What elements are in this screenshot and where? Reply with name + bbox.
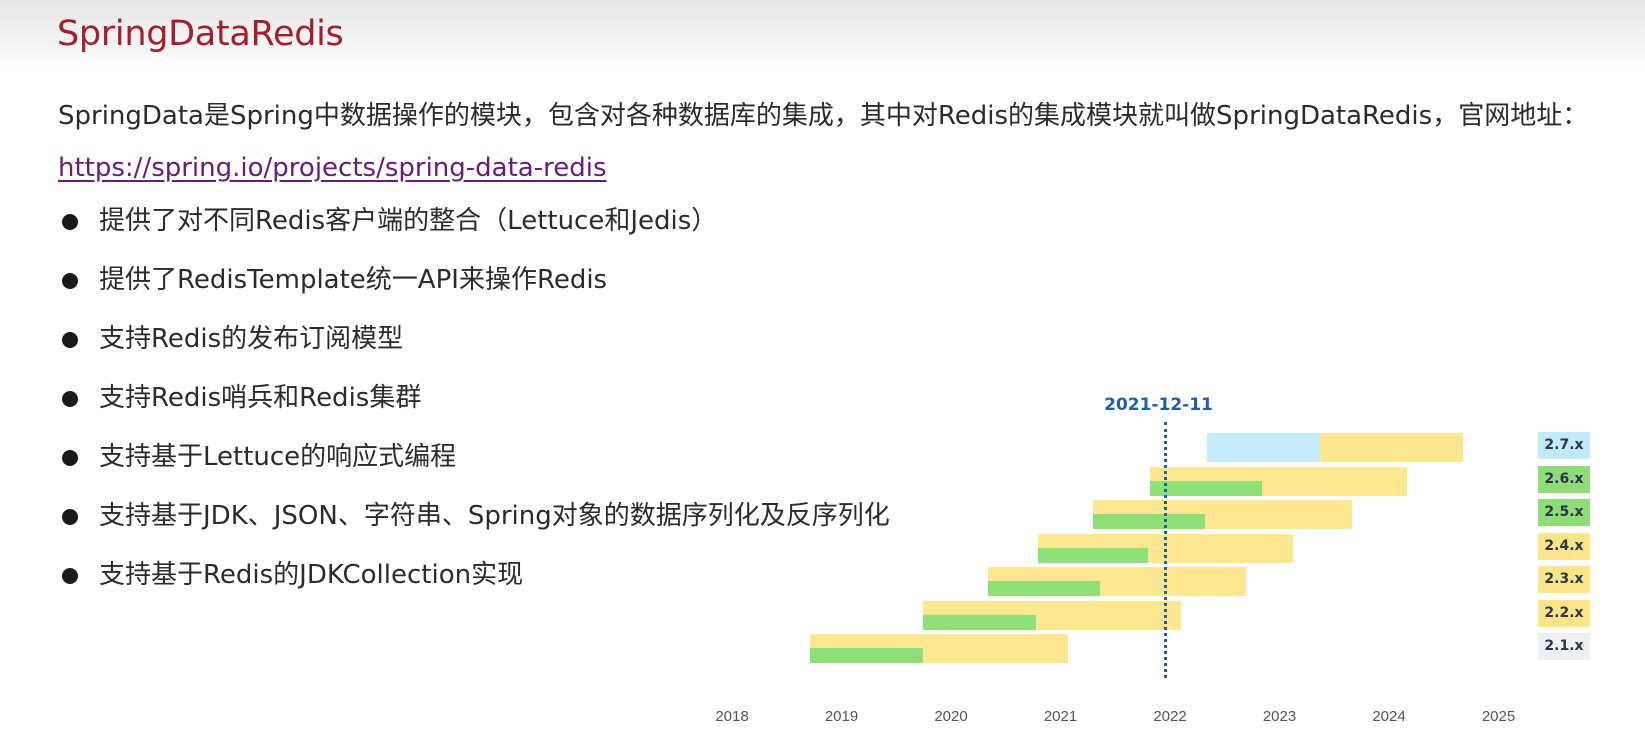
version-label: 2.1.x: [1538, 633, 1590, 660]
x-axis-tick: 2018: [715, 708, 749, 725]
feature-item: 支持基于Redis的JDKCollection实现: [58, 550, 890, 609]
bullet-icon: [62, 273, 78, 289]
bar-oss_support: [1150, 480, 1262, 496]
official-site-link[interactable]: https://spring.io/projects/spring-data-r…: [58, 153, 607, 183]
bar-commercial_support: [1093, 500, 1352, 529]
bar-commercial_support: [1037, 533, 1293, 563]
slide-title: SpringDataRedis: [57, 14, 344, 54]
x-axis-tick: 2024: [1372, 708, 1406, 725]
version-label: 2.3.x: [1538, 566, 1590, 593]
today-marker-line: [1163, 422, 1167, 678]
x-axis-tick: 2021: [1043, 708, 1078, 725]
feature-item: 提供了RedisTemplate统一API来操作Redis: [58, 255, 890, 314]
feature-item: 支持Redis哨兵和Redis集群: [58, 373, 890, 432]
bar-commercial_support: [922, 600, 1181, 630]
intro-paragraph: SpringData是Spring中数据操作的模块，包含对各种数据库的集成，其中…: [58, 90, 1618, 194]
header-band: [0, 0, 1645, 70]
bar-oss_support: [1093, 514, 1206, 529]
bar-oss_support: [922, 614, 1037, 630]
bar-commercial_support: [988, 567, 1246, 596]
bar-commercial_support: [1320, 433, 1464, 462]
bullet-icon: [62, 450, 78, 466]
feature-item: 支持基于JDK、JSON、字符串、Spring对象的数据序列化及反序列化: [58, 491, 890, 550]
version-label: 2.7.x: [1538, 432, 1590, 459]
bullet-icon: [62, 391, 78, 407]
bullet-icon: [62, 568, 78, 584]
x-axis-tick: 2020: [934, 708, 968, 725]
bar-commercial_support: [809, 634, 1069, 663]
feature-item: 提供了对不同Redis客户端的整合（Lettuce和Jedis）: [58, 196, 890, 255]
today-marker-label: 2021-12-11: [1104, 395, 1213, 415]
version-label: 2.5.x: [1538, 499, 1590, 526]
bullet-icon: [62, 214, 78, 230]
feature-item: 支持基于Lettuce的响应式编程: [58, 432, 890, 491]
bullet-icon: [62, 509, 78, 525]
x-axis-tick: 2025: [1481, 708, 1516, 725]
intro-text: SpringData是Spring中数据操作的模块，包含对各种数据库的集成，其中…: [58, 101, 1589, 131]
x-axis-tick: 2022: [1153, 708, 1187, 725]
bar-oss_support: [988, 581, 1100, 596]
bullet-icon: [62, 332, 78, 348]
version-label: 2.2.x: [1538, 599, 1590, 627]
bar-oss_support: [809, 648, 923, 663]
bar-commercial_support: [1150, 466, 1407, 496]
version-label: 2.4.x: [1538, 532, 1590, 560]
feature-list: 提供了对不同Redis客户端的整合（Lettuce和Jedis） 提供了Redi…: [58, 196, 890, 609]
version-label: 2.6.x: [1538, 465, 1590, 493]
x-axis-tick: 2019: [824, 708, 859, 725]
x-axis-tick: 2023: [1262, 708, 1297, 725]
feature-item: 支持Redis的发布订阅模型: [58, 314, 890, 373]
bar-oss_support: [1037, 547, 1149, 563]
bar-future_release: [1207, 433, 1320, 462]
